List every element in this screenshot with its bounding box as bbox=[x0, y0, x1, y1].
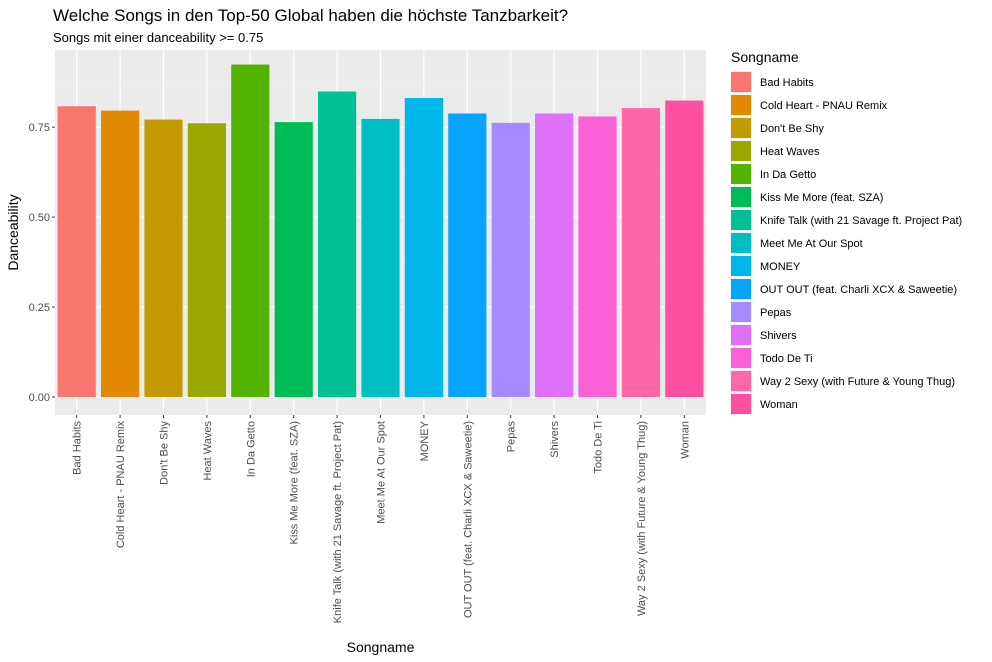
legend-label: Way 2 Sexy (with Future & Young Thug) bbox=[760, 376, 955, 388]
bar bbox=[101, 110, 140, 398]
y-tick-label: 0.25 bbox=[29, 302, 50, 314]
chart-title: Welche Songs in den Top-50 Global haben … bbox=[53, 6, 568, 25]
legend-swatch bbox=[731, 256, 751, 276]
x-tick-label: Shivers bbox=[549, 421, 561, 458]
legend-label: Todo De Ti bbox=[760, 353, 813, 365]
bar bbox=[621, 108, 660, 397]
x-tick-label: Cold Heart - PNAU Remix bbox=[115, 421, 127, 549]
legend-label: Pepas bbox=[760, 307, 792, 319]
x-tick-label: OUT OUT (feat. Charli XCX & Saweetie) bbox=[462, 421, 474, 618]
bar bbox=[361, 118, 400, 397]
legend-title: Songname bbox=[731, 49, 799, 65]
legend-label: Meet Me At Our Spot bbox=[760, 238, 863, 250]
x-tick-label: Meet Me At Our Spot bbox=[376, 421, 388, 524]
legend-label: Kiss Me More (feat. SZA) bbox=[760, 192, 883, 204]
x-axis: Bad Habits Cold Heart - PNAU Remix Don't B… bbox=[72, 415, 691, 623]
bar bbox=[57, 106, 96, 397]
legend-label: Cold Heart - PNAU Remix bbox=[760, 100, 888, 112]
bar bbox=[665, 100, 704, 398]
legend-label: Woman bbox=[760, 399, 798, 411]
bar bbox=[404, 98, 443, 397]
legend-label: Shivers bbox=[760, 330, 797, 342]
bars bbox=[57, 64, 704, 398]
bar bbox=[231, 64, 270, 398]
x-tick-label: Todo De Ti bbox=[593, 421, 605, 474]
bar bbox=[274, 122, 313, 397]
y-tick-label: 0.00 bbox=[29, 392, 50, 404]
bar bbox=[535, 113, 574, 397]
x-tick-label: Don't Be Shy bbox=[159, 421, 171, 485]
legend-swatch bbox=[731, 164, 751, 184]
legend-swatch bbox=[731, 118, 751, 138]
legend-swatch bbox=[731, 95, 751, 115]
legend-swatch bbox=[731, 141, 751, 161]
legend-label: Knife Talk (with 21 Savage ft. Project P… bbox=[760, 215, 962, 227]
x-tick-label: Bad Habits bbox=[72, 421, 84, 475]
legend-swatch bbox=[731, 187, 751, 207]
bar bbox=[491, 122, 530, 398]
legend-swatch bbox=[731, 279, 751, 299]
x-tick-label: Woman bbox=[679, 421, 691, 459]
y-axis-title: Danceability bbox=[5, 194, 21, 270]
legend-label: MONEY bbox=[760, 261, 801, 273]
y-tick-label: 0.50 bbox=[29, 212, 50, 224]
bar bbox=[318, 91, 357, 398]
x-tick-label: Heat Waves bbox=[202, 421, 214, 481]
legend-label: Bad Habits bbox=[760, 77, 814, 89]
legend-swatch bbox=[731, 371, 751, 391]
bar bbox=[448, 113, 487, 397]
legend-swatch bbox=[731, 348, 751, 368]
bar bbox=[144, 119, 183, 397]
legend-label: In Da Getto bbox=[760, 169, 816, 181]
bar bbox=[578, 116, 617, 397]
legend-swatch bbox=[731, 233, 751, 253]
legend-swatch bbox=[731, 302, 751, 322]
y-axis: 0.00 0.25 0.50 0.75 bbox=[29, 122, 55, 404]
legend-swatch bbox=[731, 325, 751, 345]
x-tick-label: Kiss Me More (feat. SZA) bbox=[289, 421, 301, 544]
legend-swatch bbox=[731, 72, 751, 92]
legend-label: Heat Waves bbox=[760, 146, 820, 158]
legend: Songname Bad Habits Cold Heart - PNAU Rem… bbox=[730, 49, 962, 415]
legend-swatch bbox=[731, 394, 751, 414]
chart-subtitle: Songs mit einer danceability >= 0.75 bbox=[53, 30, 263, 45]
x-tick-label: MONEY bbox=[419, 420, 431, 461]
y-tick-label: 0.75 bbox=[29, 122, 50, 134]
bar bbox=[187, 123, 226, 397]
x-tick-label: Pepas bbox=[506, 421, 518, 453]
x-tick-label: Knife Talk (with 21 Savage ft. Project P… bbox=[332, 421, 344, 623]
legend-label: Don't Be Shy bbox=[760, 123, 824, 135]
legend-swatch bbox=[731, 210, 751, 230]
x-tick-label: In Da Getto bbox=[245, 421, 257, 477]
x-tick-label: Way 2 Sexy (with Future & Young Thug) bbox=[636, 421, 648, 616]
legend-label: OUT OUT (feat. Charli XCX & Saweetie) bbox=[760, 284, 957, 296]
x-axis-title: Songname bbox=[347, 639, 415, 655]
